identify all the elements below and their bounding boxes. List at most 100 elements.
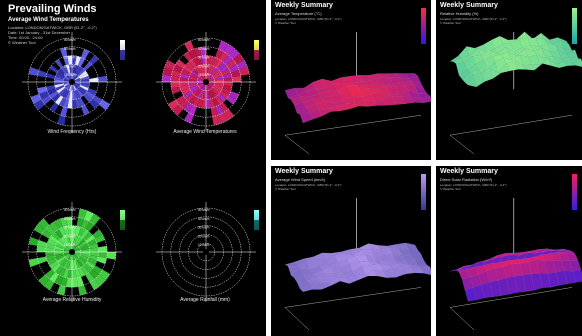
legend-swatch: [572, 23, 577, 26]
wind-rose-cell: [72, 234, 76, 244]
wind-rose-cell: [63, 235, 69, 245]
wind-rose-cell: [45, 247, 55, 252]
wind-rose-cell: [197, 65, 203, 75]
legend-swatch: [120, 214, 125, 216]
tile-title: Weekly Summary: [440, 168, 498, 175]
wind-rose-cell: [98, 99, 111, 111]
wind-rose-cell: [207, 64, 213, 74]
wind-rose-cell: [78, 240, 88, 248]
wind-rose-cell: [54, 253, 64, 259]
wind-rose-cell: [49, 221, 59, 232]
wind-rose-cell: [54, 248, 64, 252]
wind-rose-cell: [73, 234, 79, 244]
surface-cell: [557, 250, 570, 253]
wind-rose-cell: [85, 260, 95, 269]
legend-swatch: [421, 180, 426, 183]
wind-rose-cell: [55, 85, 65, 91]
wind-rose-cell: [162, 66, 173, 76]
wind-rose-cell: [81, 48, 90, 60]
wind-rose-cell: [73, 64, 79, 74]
wind-rose-cell: [65, 277, 72, 288]
wind-rose-cell: [59, 217, 68, 228]
center-dot: [203, 79, 209, 85]
wind-rose-cell: [68, 234, 72, 244]
wind-rose-cell: [56, 240, 66, 248]
wind-rose-cell: [179, 98, 190, 109]
wind-rose-cell: [89, 252, 99, 257]
wind-rose-cell: [60, 88, 68, 98]
wind-rose-cell: [181, 88, 191, 96]
wind-rose-cell: [162, 74, 172, 82]
wind-rose-cell: [206, 99, 211, 109]
tile-location: Location: LONDON/GATWICK, GBR (51.2°, -0…: [440, 17, 507, 21]
wind-rose-cell: [78, 208, 88, 219]
wind-rose-cell: [45, 252, 55, 257]
wind-rose-cell: [192, 97, 200, 107]
caption-wind-temperatures: Average Wind Temperatures: [173, 129, 237, 135]
wind-rose-cell: [170, 82, 181, 89]
wind-rose-cell: [41, 95, 52, 105]
wind-rose-cell: [65, 64, 71, 74]
wind-rose-cell: [88, 55, 99, 66]
wind-rose-cell: [189, 95, 198, 105]
wind-rose-cell: [58, 238, 67, 247]
wind-rose-cell: [222, 85, 232, 92]
wind-rose-cell: [226, 95, 237, 105]
wind-rose-cell: [47, 88, 57, 96]
wind-rose-cell: [80, 83, 90, 89]
ring-label: 30 km/h: [198, 56, 210, 60]
wind-rose-cell: [170, 75, 181, 82]
legend-swatch: [254, 46, 259, 48]
wind-rose-cell: [236, 60, 248, 70]
wind-rose-cell: [215, 104, 224, 116]
wind-rose-cell: [77, 238, 86, 247]
tile-title: Weekly Summary: [440, 2, 498, 9]
wind-rose-cell: [56, 115, 66, 126]
y-axis: [449, 307, 475, 331]
panel-subtitle: Average Wind Temperatures: [8, 17, 89, 23]
wind-rose-cell: [46, 85, 56, 92]
legend-swatch: [120, 228, 125, 230]
wind-rose-cell: [192, 68, 201, 77]
wind-rose-cell: [98, 269, 111, 281]
wind-rose-cell: [212, 57, 220, 67]
wind-rose-cell: [211, 87, 220, 96]
wind-rose-cell: [196, 98, 203, 108]
wind-rose-cell: [212, 86, 222, 94]
wind-rose-cell: [28, 236, 39, 246]
ring-label: 10 km/h: [64, 243, 76, 247]
x-axis: [449, 287, 573, 308]
wind-rose-cell: [58, 267, 66, 277]
wind-rose-cell: [58, 97, 66, 107]
legend-swatch: [120, 218, 125, 220]
wind-rose-cell: [67, 99, 72, 109]
wind-rose-cell: [75, 268, 82, 278]
wind-rose-cell: [30, 94, 42, 104]
legend-swatch: [572, 14, 577, 17]
ring-label: 40 km/h: [64, 47, 76, 51]
wind-rose-cell: [49, 235, 59, 244]
wind-rose-cell: [46, 255, 56, 262]
legend-swatch: [254, 54, 259, 56]
wind-rose-cell: [80, 229, 89, 239]
wind-rose-cell: [58, 87, 67, 96]
wind-rose-cell: [199, 46, 206, 57]
legend-swatch: [254, 210, 259, 212]
wind-rose-cell: [190, 70, 200, 78]
surface-cell: [414, 84, 428, 94]
wind-rose-cell: [217, 93, 227, 103]
legend-swatch: [421, 41, 426, 44]
wind-rose-cell: [75, 226, 82, 236]
wind-rose-cell: [207, 90, 213, 100]
legend-swatch: [421, 35, 426, 38]
wind-rose-cell: [172, 64, 184, 73]
wind-rose-cell: [215, 48, 224, 60]
wind-rose-cell: [59, 106, 68, 117]
wind-rose-cell: [72, 64, 76, 74]
wind-rose-cell: [175, 95, 186, 105]
y-axis: [284, 135, 310, 155]
wind-rose-cell: [214, 95, 223, 105]
legend-swatch: [421, 174, 426, 177]
wind-rose-cell: [94, 274, 106, 286]
wind-rose-cell: [72, 99, 77, 109]
